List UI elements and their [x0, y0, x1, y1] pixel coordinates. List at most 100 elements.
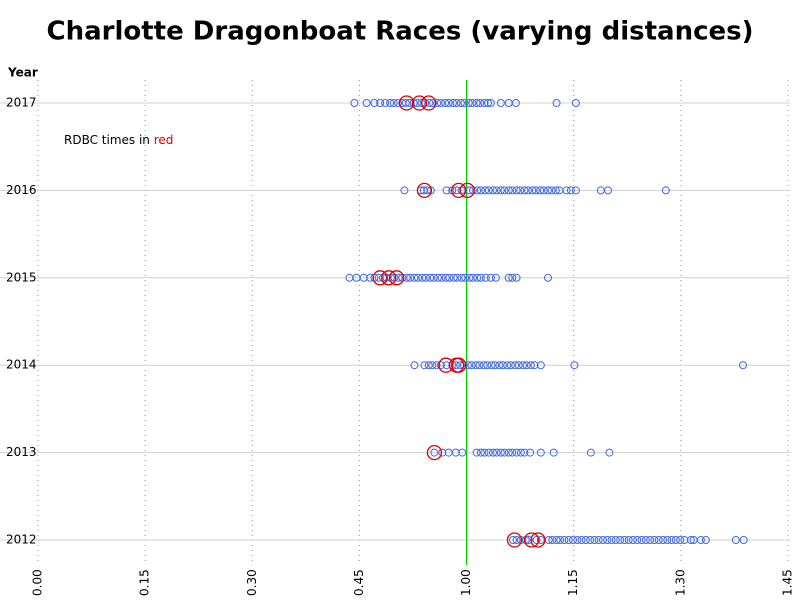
rdbc-point — [372, 270, 388, 286]
time-point — [511, 99, 520, 107]
time-point — [566, 186, 575, 195]
time-point — [514, 361, 523, 370]
time-point — [519, 361, 527, 370]
time-point — [476, 448, 485, 457]
time-point — [731, 536, 740, 544]
time-point — [481, 273, 490, 282]
time-point — [486, 273, 495, 282]
time-point — [641, 536, 650, 544]
time-point — [479, 361, 488, 370]
time-point — [686, 536, 695, 544]
time-point — [458, 448, 467, 457]
time-point — [456, 99, 465, 107]
time-point — [461, 273, 470, 282]
rdbc-point — [426, 444, 443, 461]
rdbc-point — [411, 95, 428, 111]
time-point — [701, 536, 710, 544]
time-point — [359, 273, 368, 282]
time-point — [484, 448, 493, 457]
rdbc-point — [438, 357, 454, 373]
time-point — [676, 536, 685, 544]
time-point — [603, 536, 612, 544]
time-point — [539, 186, 548, 195]
time-point — [650, 536, 659, 544]
time-point — [491, 361, 500, 370]
time-point — [426, 273, 435, 282]
time-point — [512, 273, 521, 282]
time-point — [437, 273, 446, 282]
time-point — [526, 361, 535, 370]
time-point — [484, 186, 493, 195]
rdbc-point — [416, 182, 433, 199]
time-point — [471, 361, 480, 370]
time-point — [441, 99, 450, 107]
time-point — [420, 361, 429, 370]
time-point — [556, 536, 565, 544]
time-point — [468, 99, 477, 107]
time-point — [489, 186, 497, 195]
time-point — [401, 99, 410, 107]
time-point — [524, 186, 532, 195]
x-tick-label: 1.45 — [781, 569, 795, 596]
x-tick-label: 0.30 — [245, 569, 259, 596]
chart-title: Charlotte Dragonboat Races (varying dist… — [47, 17, 754, 47]
time-point — [739, 361, 747, 370]
time-point — [464, 361, 472, 370]
y-tick-label: 2015 — [6, 270, 37, 284]
rdbc-point — [459, 182, 475, 199]
time-point — [430, 448, 439, 457]
time-point — [472, 448, 481, 457]
rdbc-point — [388, 270, 405, 286]
time-point — [476, 186, 485, 195]
time-point — [659, 536, 667, 544]
annotation-text: RDBC times in — [64, 133, 154, 147]
time-point — [564, 536, 573, 544]
time-point — [483, 361, 492, 370]
rdbc-point — [506, 532, 523, 548]
time-point — [486, 99, 495, 107]
time-point — [528, 186, 537, 195]
rdbc-point — [381, 270, 397, 286]
y-tick-label: 2016 — [6, 183, 37, 197]
time-point — [526, 448, 535, 457]
time-point — [624, 536, 633, 544]
time-point — [499, 361, 507, 370]
time-point — [590, 536, 599, 544]
annotation-highlight: red — [154, 133, 174, 147]
rdbc-point — [421, 95, 437, 111]
time-point — [414, 273, 422, 282]
time-point — [522, 361, 531, 370]
time-point — [512, 186, 521, 195]
y-tick-label: 2014 — [6, 358, 37, 372]
time-point — [417, 99, 426, 107]
time-point — [696, 536, 705, 544]
time-point — [504, 273, 513, 282]
x-tick-label: 1.15 — [566, 569, 580, 596]
annotation: RDBC times in red — [64, 133, 173, 147]
x-tick-label: 1.00 — [459, 569, 473, 596]
time-point — [418, 273, 427, 282]
time-point — [480, 448, 489, 457]
time-point — [599, 536, 607, 544]
time-point — [530, 361, 539, 370]
time-point — [661, 186, 670, 195]
time-point — [386, 99, 395, 107]
time-point — [516, 186, 525, 195]
time-point — [663, 536, 672, 544]
time-point — [552, 99, 561, 107]
y-axis-label: Year — [7, 66, 38, 80]
time-point — [547, 186, 556, 195]
time-point — [586, 448, 595, 457]
time-point — [410, 361, 419, 370]
time-point — [473, 273, 482, 282]
time-point — [531, 186, 540, 195]
time-point — [429, 99, 437, 107]
time-point — [394, 99, 402, 107]
rdbc-point — [398, 95, 415, 111]
time-point — [573, 536, 582, 544]
time-point — [464, 99, 473, 107]
time-point — [489, 448, 497, 457]
time-point — [577, 536, 586, 544]
time-point — [460, 99, 469, 107]
time-point — [445, 273, 454, 282]
